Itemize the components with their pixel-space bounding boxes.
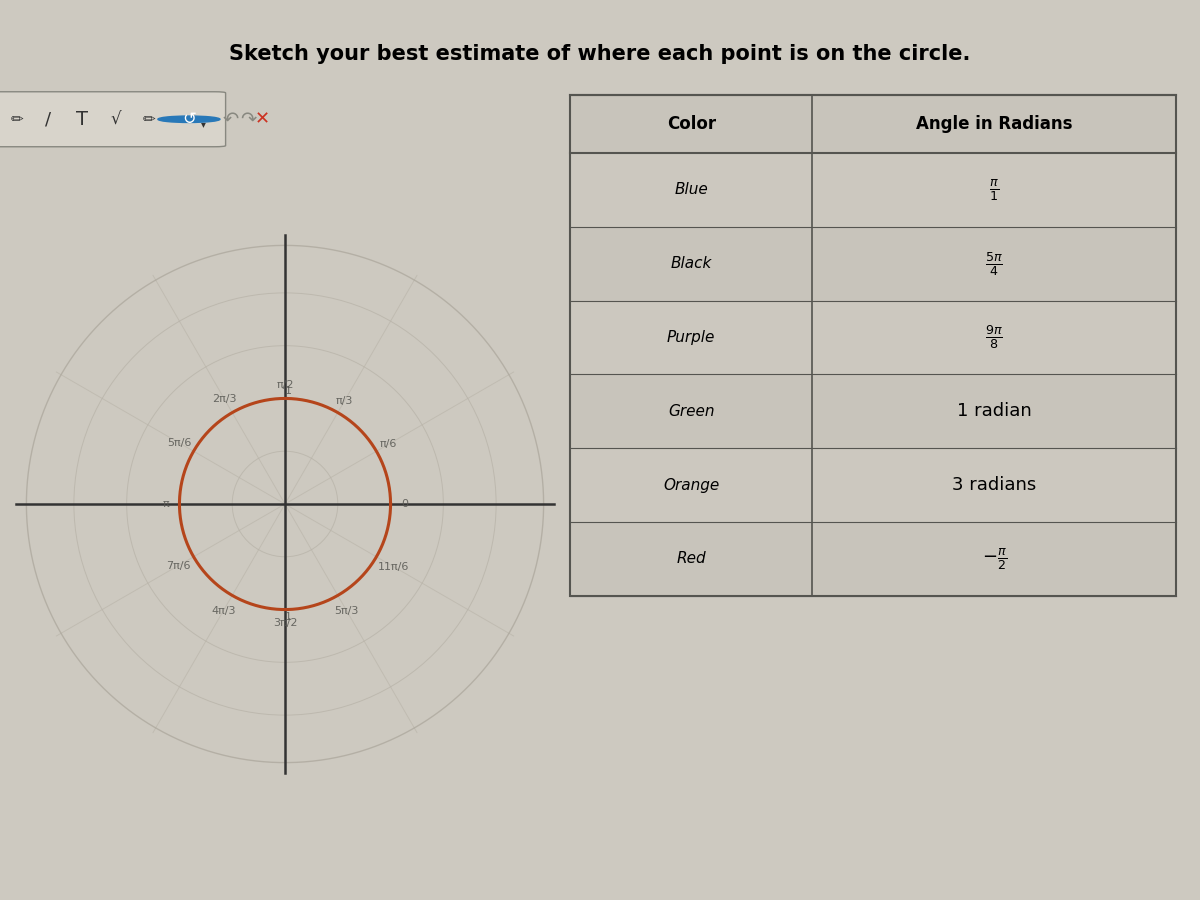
Text: ↺: ↺ xyxy=(182,111,196,128)
Text: Color: Color xyxy=(667,114,715,132)
Text: √: √ xyxy=(110,111,121,128)
Text: 5π/3: 5π/3 xyxy=(335,606,359,616)
Text: T: T xyxy=(76,110,88,129)
Text: ↶: ↶ xyxy=(223,110,240,129)
Bar xyxy=(570,374,1176,448)
Text: 3π/2: 3π/2 xyxy=(272,618,298,628)
Text: $\frac{5\pi}{4}$: $\frac{5\pi}{4}$ xyxy=(985,250,1003,277)
Text: 7π/6: 7π/6 xyxy=(166,561,191,571)
Text: /: / xyxy=(44,111,52,128)
Bar xyxy=(570,153,1176,227)
Circle shape xyxy=(158,116,220,122)
Text: 5π/6: 5π/6 xyxy=(168,438,192,448)
Text: π/3: π/3 xyxy=(336,396,353,406)
Text: 2π/3: 2π/3 xyxy=(212,394,236,404)
Text: ✕: ✕ xyxy=(254,111,270,128)
Bar xyxy=(570,448,1176,522)
Text: 3 radians: 3 radians xyxy=(952,476,1037,494)
Text: ✏: ✏ xyxy=(11,112,23,127)
Text: $\frac{9\pi}{8}$: $\frac{9\pi}{8}$ xyxy=(985,324,1003,351)
Text: π: π xyxy=(162,499,169,509)
Text: ✏: ✏ xyxy=(143,112,156,127)
Text: Blue: Blue xyxy=(674,183,708,197)
FancyBboxPatch shape xyxy=(0,92,226,147)
Text: 0: 0 xyxy=(401,499,408,509)
Text: π/2: π/2 xyxy=(276,380,294,390)
Text: Angle in Radians: Angle in Radians xyxy=(916,114,1073,132)
Text: ▾: ▾ xyxy=(200,119,205,129)
Text: 1 radian: 1 radian xyxy=(956,402,1032,420)
Text: Red: Red xyxy=(677,552,706,566)
Text: ↷: ↷ xyxy=(240,110,257,129)
Text: 1: 1 xyxy=(284,612,292,622)
Text: Black: Black xyxy=(671,256,712,271)
Text: $\frac{\pi}{1}$: $\frac{\pi}{1}$ xyxy=(989,177,1000,202)
Text: π/6: π/6 xyxy=(379,439,397,449)
Bar xyxy=(570,227,1176,301)
Text: Purple: Purple xyxy=(667,330,715,345)
Bar xyxy=(570,94,1176,153)
Bar xyxy=(570,522,1176,596)
Text: 4π/3: 4π/3 xyxy=(211,606,235,616)
Text: 1: 1 xyxy=(284,386,292,396)
Text: Orange: Orange xyxy=(664,478,719,492)
Text: 11π/6: 11π/6 xyxy=(378,562,409,572)
Text: $-\frac{\pi}{2}$: $-\frac{\pi}{2}$ xyxy=(982,546,1007,572)
Text: Sketch your best estimate of where each point is on the circle.: Sketch your best estimate of where each … xyxy=(229,43,971,64)
Bar xyxy=(570,301,1176,374)
Text: Green: Green xyxy=(668,404,714,419)
